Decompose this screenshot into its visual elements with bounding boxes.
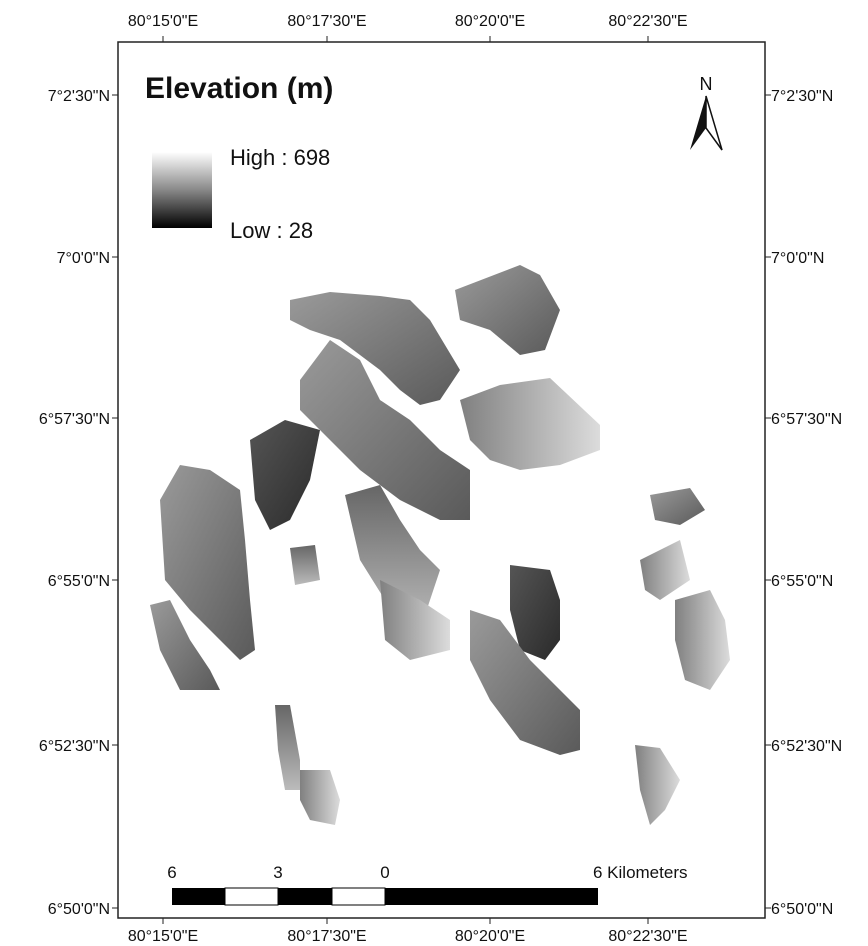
scale-label: 3: [273, 863, 282, 882]
graticule-label: 80°20'0"E: [455, 928, 525, 945]
graticule-label: 7°2'30"N: [771, 88, 833, 105]
legend-low: Low : 28: [230, 218, 313, 243]
scale-label: 0: [380, 863, 389, 882]
graticule-label: 6°52'30"N: [39, 738, 110, 755]
graticule-label: 6°55'0"N: [48, 573, 110, 590]
graticule-label: 80°15'0"E: [128, 928, 198, 945]
map: Elevation (m) High : 698 Low : 28 N 6 3 …: [0, 0, 868, 946]
scale-label: 6: [167, 863, 176, 882]
graticule-label: 7°2'30"N: [48, 88, 110, 105]
graticule-label: 80°15'0"E: [128, 13, 198, 30]
graticule-label: 80°20'0"E: [455, 13, 525, 30]
graticule-label: 6°55'0"N: [771, 573, 833, 590]
graticule-label: 6°50'0"N: [771, 901, 833, 918]
legend-high: High : 698: [230, 145, 330, 170]
map-title: Elevation (m): [145, 72, 333, 105]
graticule-label: 80°22'30"E: [608, 13, 687, 30]
title-block: Elevation (m): [145, 72, 333, 105]
graticule-label: 6°50'0"N: [48, 901, 110, 918]
graticule-label: 80°22'30"E: [608, 928, 687, 945]
graticule-label: 7°0'0"N: [771, 250, 824, 267]
graticule-label: 6°57'30"N: [771, 411, 842, 428]
graticule-label: 80°17'30"E: [287, 928, 366, 945]
scale-label: 6 Kilometers: [593, 863, 687, 882]
graticule-label: 80°17'30"E: [287, 13, 366, 30]
graticule-label: 7°0'0"N: [57, 250, 110, 267]
legend-ramp: [152, 152, 212, 228]
graticule-label: 6°57'30"N: [39, 411, 110, 428]
north-label: N: [700, 74, 713, 94]
graticule-label: 6°52'30"N: [771, 738, 842, 755]
